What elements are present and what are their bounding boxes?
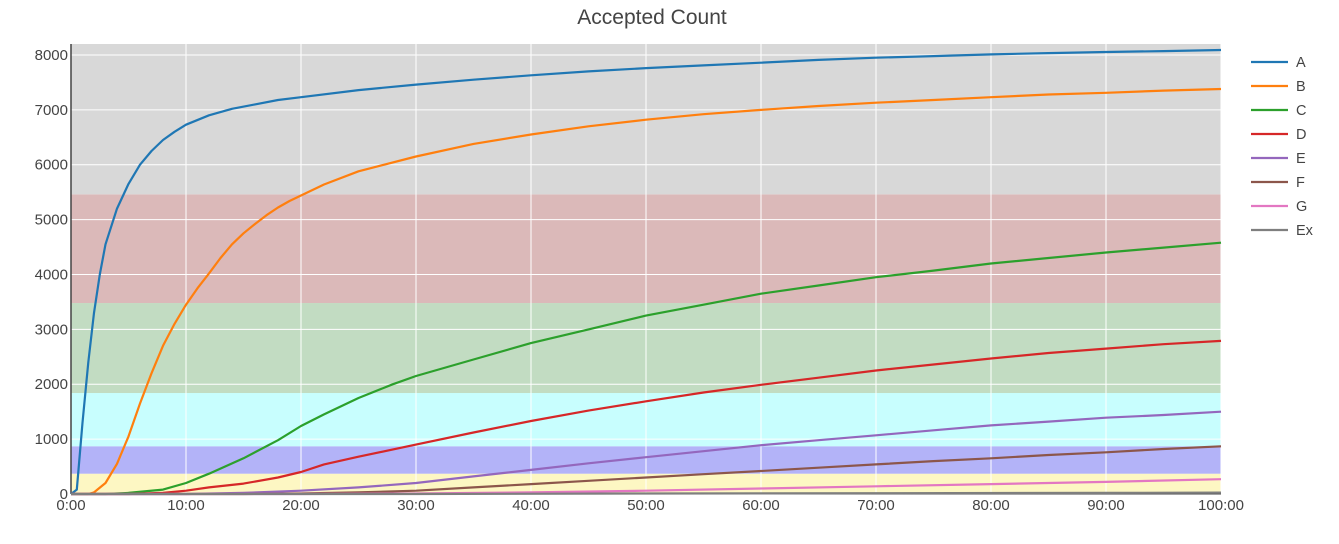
y-tick-label: 0 [60, 486, 68, 503]
legend-item-c[interactable]: C [1251, 103, 1306, 119]
series-line-e [71, 410, 1222, 496]
series-line-f [71, 445, 1222, 496]
legend-label: B [1296, 79, 1306, 95]
x-tick-label: 30:00 [397, 497, 435, 514]
x-tick-label: 0:00 [56, 497, 85, 514]
series-line-d [71, 339, 1222, 496]
chart-title: Accepted Count [577, 6, 727, 29]
legend-label: G [1296, 199, 1307, 215]
legend-item-g[interactable]: G [1251, 199, 1307, 215]
series-line-b [71, 87, 1222, 496]
x-tick-label: 80:00 [972, 497, 1010, 514]
legend-item-f[interactable]: F [1251, 175, 1305, 191]
x-tick-label: 60:00 [742, 497, 780, 514]
legend-label: D [1296, 127, 1306, 143]
legend-item-ex[interactable]: Ex [1251, 223, 1314, 239]
series-line-ex [71, 491, 1222, 496]
x-tick-label: 90:00 [1087, 497, 1125, 514]
x-tick-label: 40:00 [512, 497, 550, 514]
series-line-c [71, 241, 1222, 496]
y-tick-label: 1000 [35, 431, 68, 448]
y-tick-label: 3000 [35, 321, 68, 338]
x-tick-label: 20:00 [282, 497, 320, 514]
legend-label: F [1296, 175, 1305, 191]
legend-label: Ex [1296, 223, 1314, 239]
legend-item-d[interactable]: D [1251, 127, 1306, 143]
y-tick-label: 6000 [35, 157, 68, 174]
y-tick-label: 7000 [35, 102, 68, 119]
x-tick-label: 10:00 [167, 497, 205, 514]
y-tick-label: 2000 [35, 376, 68, 393]
y-tick-label: 4000 [35, 266, 68, 283]
legend-item-e[interactable]: E [1251, 151, 1306, 167]
series-lines [70, 48, 1222, 496]
legend-label: E [1296, 151, 1306, 167]
x-tick-label: 100:00 [1198, 497, 1244, 514]
legend-item-a[interactable]: A [1251, 55, 1306, 71]
legend-item-b[interactable]: B [1251, 79, 1306, 95]
y-tick-label: 5000 [35, 212, 68, 229]
series-line-a [70, 48, 1222, 495]
y-tick-label: 8000 [35, 47, 68, 64]
x-tick-label: 50:00 [627, 497, 665, 514]
x-tick-label: 70:00 [857, 497, 895, 514]
legend-label: A [1296, 55, 1306, 71]
legend-label: C [1296, 103, 1306, 119]
